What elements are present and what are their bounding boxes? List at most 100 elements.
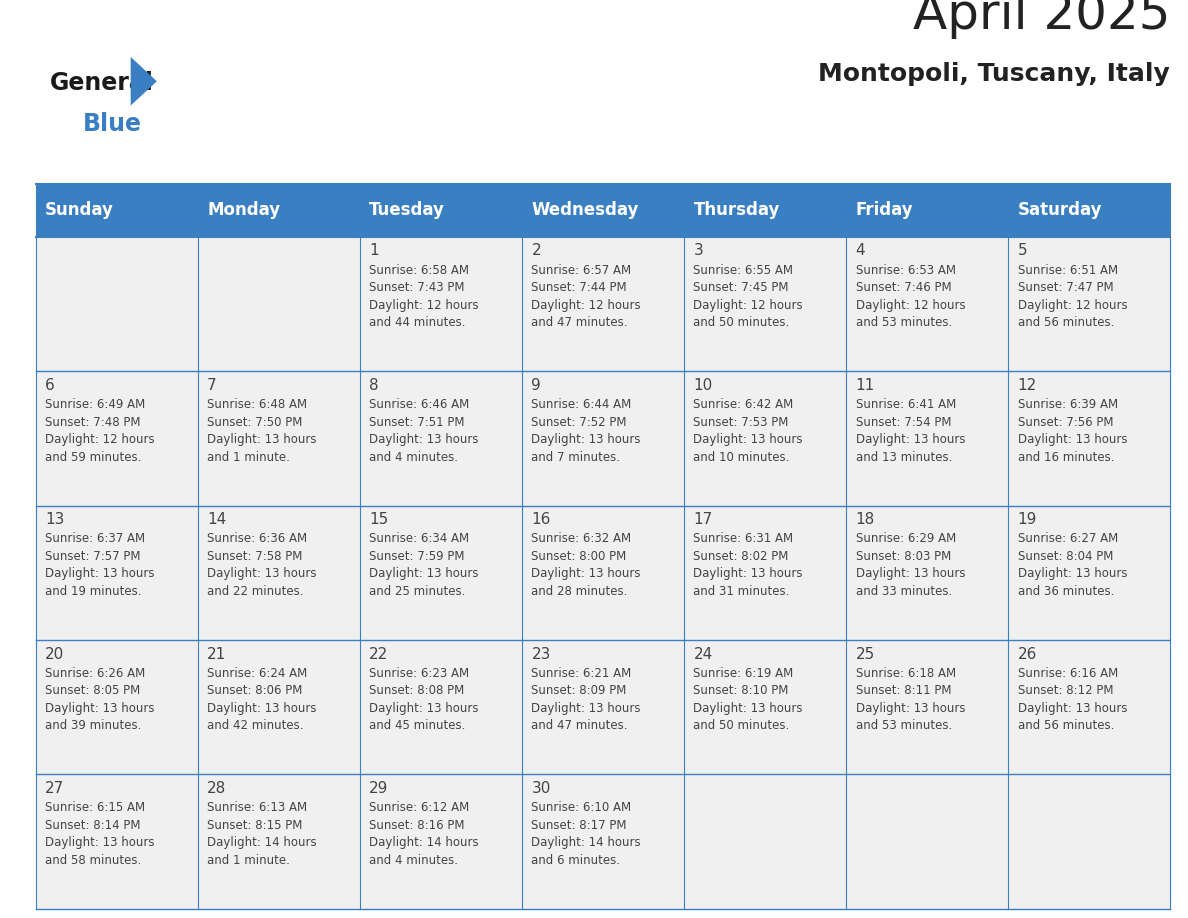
Text: Sunrise: 6:57 AM
Sunset: 7:44 PM
Daylight: 12 hours
and 47 minutes.: Sunrise: 6:57 AM Sunset: 7:44 PM Dayligh…	[531, 263, 642, 330]
Text: 18: 18	[855, 512, 874, 527]
Text: 27: 27	[45, 781, 64, 796]
Text: 1: 1	[369, 243, 379, 259]
Text: Sunrise: 6:10 AM
Sunset: 8:17 PM
Daylight: 14 hours
and 6 minutes.: Sunrise: 6:10 AM Sunset: 8:17 PM Dayligh…	[531, 801, 642, 867]
Text: Sunrise: 6:42 AM
Sunset: 7:53 PM
Daylight: 13 hours
and 10 minutes.: Sunrise: 6:42 AM Sunset: 7:53 PM Dayligh…	[694, 398, 803, 464]
Bar	[36, 775, 197, 909]
Text: Sunrise: 6:21 AM
Sunset: 8:09 PM
Daylight: 13 hours
and 47 minutes.: Sunrise: 6:21 AM Sunset: 8:09 PM Dayligh…	[531, 666, 640, 733]
Bar	[522, 371, 684, 506]
Text: Monday: Monday	[207, 201, 280, 219]
Text: Sunrise: 6:41 AM
Sunset: 7:54 PM
Daylight: 13 hours
and 13 minutes.: Sunrise: 6:41 AM Sunset: 7:54 PM Dayligh…	[855, 398, 965, 464]
Text: April 2025: April 2025	[912, 0, 1170, 39]
Text: 12: 12	[1018, 378, 1037, 393]
Text: 23: 23	[531, 646, 551, 662]
Text: 7: 7	[207, 378, 217, 393]
Text: 6: 6	[45, 378, 55, 393]
Text: Sunrise: 6:34 AM
Sunset: 7:59 PM
Daylight: 13 hours
and 25 minutes.: Sunrise: 6:34 AM Sunset: 7:59 PM Dayligh…	[369, 532, 479, 598]
Bar	[522, 506, 684, 640]
Text: Friday: Friday	[855, 201, 914, 219]
Text: 17: 17	[694, 512, 713, 527]
Text: 2: 2	[531, 243, 541, 259]
Text: 26: 26	[1018, 646, 1037, 662]
Bar	[360, 506, 522, 640]
Text: Sunrise: 6:32 AM
Sunset: 8:00 PM
Daylight: 13 hours
and 28 minutes.: Sunrise: 6:32 AM Sunset: 8:00 PM Dayligh…	[531, 532, 640, 598]
Polygon shape	[131, 57, 157, 106]
Bar	[522, 640, 684, 775]
Text: Sunrise: 6:24 AM
Sunset: 8:06 PM
Daylight: 13 hours
and 42 minutes.: Sunrise: 6:24 AM Sunset: 8:06 PM Dayligh…	[207, 666, 317, 733]
Bar	[522, 775, 684, 909]
Bar	[197, 506, 360, 640]
Text: Sunrise: 6:19 AM
Sunset: 8:10 PM
Daylight: 13 hours
and 50 minutes.: Sunrise: 6:19 AM Sunset: 8:10 PM Dayligh…	[694, 666, 803, 733]
Text: 5: 5	[1018, 243, 1028, 259]
Text: 24: 24	[694, 646, 713, 662]
Bar	[197, 237, 360, 371]
Bar	[846, 775, 1009, 909]
Text: Tuesday: Tuesday	[369, 201, 446, 219]
Text: 11: 11	[855, 378, 874, 393]
Bar	[36, 237, 197, 371]
Bar	[684, 237, 846, 371]
Bar	[360, 775, 522, 909]
Text: 19: 19	[1018, 512, 1037, 527]
Text: Sunrise: 6:13 AM
Sunset: 8:15 PM
Daylight: 14 hours
and 1 minute.: Sunrise: 6:13 AM Sunset: 8:15 PM Dayligh…	[207, 801, 317, 867]
Text: Sunrise: 6:18 AM
Sunset: 8:11 PM
Daylight: 13 hours
and 53 minutes.: Sunrise: 6:18 AM Sunset: 8:11 PM Dayligh…	[855, 666, 965, 733]
Bar	[197, 640, 360, 775]
Text: 21: 21	[207, 646, 227, 662]
Text: General: General	[50, 71, 153, 95]
Text: 30: 30	[531, 781, 551, 796]
Bar	[197, 775, 360, 909]
Bar	[36, 640, 197, 775]
Text: 14: 14	[207, 512, 227, 527]
Bar	[1009, 371, 1170, 506]
Text: Sunrise: 6:12 AM
Sunset: 8:16 PM
Daylight: 14 hours
and 4 minutes.: Sunrise: 6:12 AM Sunset: 8:16 PM Dayligh…	[369, 801, 479, 867]
Bar	[846, 237, 1009, 371]
Bar	[684, 640, 846, 775]
Bar	[1009, 775, 1170, 909]
Text: Sunrise: 6:37 AM
Sunset: 7:57 PM
Daylight: 13 hours
and 19 minutes.: Sunrise: 6:37 AM Sunset: 7:57 PM Dayligh…	[45, 532, 154, 598]
Text: 15: 15	[369, 512, 388, 527]
Bar	[1009, 640, 1170, 775]
Bar	[36, 184, 1170, 237]
Text: Sunrise: 6:44 AM
Sunset: 7:52 PM
Daylight: 13 hours
and 7 minutes.: Sunrise: 6:44 AM Sunset: 7:52 PM Dayligh…	[531, 398, 640, 464]
Bar	[522, 237, 684, 371]
Text: 4: 4	[855, 243, 865, 259]
Bar	[360, 371, 522, 506]
Text: 8: 8	[369, 378, 379, 393]
Bar	[846, 371, 1009, 506]
Text: Sunrise: 6:15 AM
Sunset: 8:14 PM
Daylight: 13 hours
and 58 minutes.: Sunrise: 6:15 AM Sunset: 8:14 PM Dayligh…	[45, 801, 154, 867]
Text: 13: 13	[45, 512, 64, 527]
Bar	[360, 640, 522, 775]
Text: 10: 10	[694, 378, 713, 393]
Bar	[846, 640, 1009, 775]
Text: Sunrise: 6:36 AM
Sunset: 7:58 PM
Daylight: 13 hours
and 22 minutes.: Sunrise: 6:36 AM Sunset: 7:58 PM Dayligh…	[207, 532, 317, 598]
Bar	[1009, 506, 1170, 640]
Text: Sunrise: 6:46 AM
Sunset: 7:51 PM
Daylight: 13 hours
and 4 minutes.: Sunrise: 6:46 AM Sunset: 7:51 PM Dayligh…	[369, 398, 479, 464]
Text: 29: 29	[369, 781, 388, 796]
Text: 22: 22	[369, 646, 388, 662]
Text: Sunrise: 6:55 AM
Sunset: 7:45 PM
Daylight: 12 hours
and 50 minutes.: Sunrise: 6:55 AM Sunset: 7:45 PM Dayligh…	[694, 263, 803, 330]
Text: Montopoli, Tuscany, Italy: Montopoli, Tuscany, Italy	[819, 62, 1170, 86]
Bar	[684, 506, 846, 640]
Text: Sunrise: 6:29 AM
Sunset: 8:03 PM
Daylight: 13 hours
and 33 minutes.: Sunrise: 6:29 AM Sunset: 8:03 PM Dayligh…	[855, 532, 965, 598]
Text: Saturday: Saturday	[1018, 201, 1102, 219]
Text: 20: 20	[45, 646, 64, 662]
Text: Sunrise: 6:51 AM
Sunset: 7:47 PM
Daylight: 12 hours
and 56 minutes.: Sunrise: 6:51 AM Sunset: 7:47 PM Dayligh…	[1018, 263, 1127, 330]
Bar	[846, 506, 1009, 640]
Text: Sunrise: 6:58 AM
Sunset: 7:43 PM
Daylight: 12 hours
and 44 minutes.: Sunrise: 6:58 AM Sunset: 7:43 PM Dayligh…	[369, 263, 479, 330]
Text: Sunday: Sunday	[45, 201, 114, 219]
Text: Thursday: Thursday	[694, 201, 779, 219]
Text: Sunrise: 6:27 AM
Sunset: 8:04 PM
Daylight: 13 hours
and 36 minutes.: Sunrise: 6:27 AM Sunset: 8:04 PM Dayligh…	[1018, 532, 1127, 598]
Bar	[36, 371, 197, 506]
Bar	[197, 371, 360, 506]
Text: Blue: Blue	[83, 112, 143, 136]
Text: 16: 16	[531, 512, 551, 527]
Text: Sunrise: 6:53 AM
Sunset: 7:46 PM
Daylight: 12 hours
and 53 minutes.: Sunrise: 6:53 AM Sunset: 7:46 PM Dayligh…	[855, 263, 965, 330]
Text: 3: 3	[694, 243, 703, 259]
Text: Sunrise: 6:48 AM
Sunset: 7:50 PM
Daylight: 13 hours
and 1 minute.: Sunrise: 6:48 AM Sunset: 7:50 PM Dayligh…	[207, 398, 317, 464]
Text: Sunrise: 6:26 AM
Sunset: 8:05 PM
Daylight: 13 hours
and 39 minutes.: Sunrise: 6:26 AM Sunset: 8:05 PM Dayligh…	[45, 666, 154, 733]
Text: Sunrise: 6:49 AM
Sunset: 7:48 PM
Daylight: 12 hours
and 59 minutes.: Sunrise: 6:49 AM Sunset: 7:48 PM Dayligh…	[45, 398, 154, 464]
Bar	[360, 237, 522, 371]
Text: 25: 25	[855, 646, 874, 662]
Bar	[684, 775, 846, 909]
Text: Sunrise: 6:16 AM
Sunset: 8:12 PM
Daylight: 13 hours
and 56 minutes.: Sunrise: 6:16 AM Sunset: 8:12 PM Dayligh…	[1018, 666, 1127, 733]
Text: 28: 28	[207, 781, 227, 796]
